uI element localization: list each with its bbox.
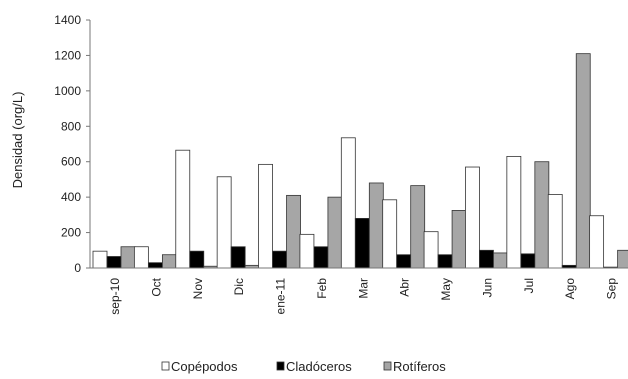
bar bbox=[299, 233, 315, 269]
bar bbox=[589, 215, 605, 269]
bar bbox=[423, 231, 439, 269]
legend: Copépodos Cladóceros Rotíferos bbox=[161, 359, 446, 374]
bar bbox=[534, 161, 550, 269]
legend-swatch bbox=[383, 361, 392, 371]
y-tick-label: 400 bbox=[61, 190, 81, 204]
x-tick-label: Mar bbox=[356, 278, 370, 299]
bar bbox=[520, 253, 536, 269]
legend-swatch bbox=[276, 361, 285, 371]
bar bbox=[465, 166, 480, 269]
bar bbox=[382, 199, 398, 269]
x-tick-label: Nov bbox=[191, 278, 205, 299]
bar bbox=[479, 249, 494, 269]
bar bbox=[258, 163, 273, 269]
x-tick-label: Jul bbox=[522, 278, 536, 293]
x-tick-label: Feb bbox=[315, 278, 329, 299]
y-tick-label: 600 bbox=[61, 155, 81, 169]
bar bbox=[161, 254, 177, 269]
y-tick-label: 1400 bbox=[54, 13, 81, 27]
bar bbox=[272, 250, 287, 269]
bar bbox=[313, 246, 329, 269]
bar bbox=[493, 252, 508, 269]
x-tick-label: Jun bbox=[480, 278, 494, 297]
x-tick-label: ene-11 bbox=[274, 278, 288, 315]
legend-swatch bbox=[161, 361, 170, 371]
x-tick-label: Dic bbox=[232, 278, 246, 295]
bar bbox=[354, 217, 370, 269]
x-tick-label: Oct bbox=[149, 277, 163, 296]
bar bbox=[92, 250, 108, 269]
x-tick-label: sep-10 bbox=[108, 278, 122, 315]
bar bbox=[437, 254, 453, 269]
bar bbox=[189, 250, 205, 269]
legend-label: Cladóceros bbox=[286, 359, 352, 374]
bar bbox=[230, 246, 246, 269]
bar bbox=[368, 182, 384, 269]
bar bbox=[506, 155, 522, 269]
bar bbox=[396, 254, 412, 269]
y-tick-label: 1200 bbox=[54, 48, 81, 62]
bar bbox=[147, 262, 163, 269]
bar bbox=[175, 149, 191, 269]
bar bbox=[410, 185, 426, 269]
bar bbox=[216, 176, 232, 269]
bar bbox=[286, 194, 301, 269]
bar bbox=[575, 53, 591, 269]
bar bbox=[451, 210, 467, 269]
y-axis: 0 200 400 600 800 1000 1200 1400 bbox=[54, 13, 90, 275]
legend-label: Copépodos bbox=[171, 359, 238, 374]
bar bbox=[106, 256, 122, 269]
bar bbox=[133, 246, 149, 269]
bar bbox=[617, 249, 628, 269]
bar bbox=[120, 246, 136, 269]
bar bbox=[547, 194, 563, 269]
bar bbox=[340, 137, 356, 269]
y-tick-label: 0 bbox=[74, 261, 81, 275]
y-tick-label: 800 bbox=[61, 119, 81, 133]
bars bbox=[92, 53, 628, 269]
legend-label: Rotíferos bbox=[393, 359, 446, 374]
x-tick-label: Ago bbox=[563, 278, 577, 300]
x-tick-label: May bbox=[439, 278, 453, 301]
x-tick-label: Sep bbox=[605, 278, 619, 300]
y-tick-label: 1000 bbox=[54, 84, 81, 98]
bar bbox=[327, 196, 343, 269]
x-axis: sep-10 Oct Nov Dic ene-11 Feb Mar Abr May Jun Jul A… bbox=[108, 277, 619, 314]
y-axis-label: Densidad (org/L) bbox=[10, 92, 25, 189]
x-tick-label: Abr bbox=[398, 278, 412, 297]
y-axis-title: Densidad (org/L) bbox=[10, 92, 25, 189]
y-tick-label: 200 bbox=[61, 226, 81, 240]
